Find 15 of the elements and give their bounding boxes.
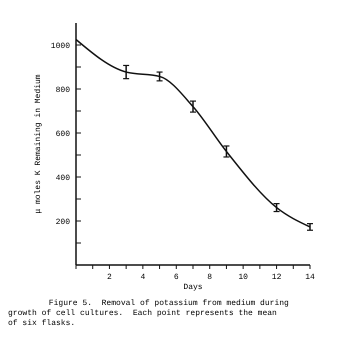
x-tick-label: 14 <box>305 273 315 282</box>
x-tick-label: 8 <box>207 273 212 282</box>
x-tick-label: 6 <box>174 273 179 282</box>
x-tick-label: 12 <box>272 273 282 282</box>
caption: Figure 5. Removal of potassium from medium during growth of cell cultures. Each point represents the mean of six flasks. <box>8 299 290 328</box>
x-tick-label: 10 <box>238 273 248 282</box>
y-tick-label: 200 <box>56 218 70 227</box>
y-tick-label: 400 <box>56 174 70 183</box>
y-tick-label: 600 <box>56 130 70 139</box>
y-axis-title: μ moles K Remaining in Medium <box>34 74 43 214</box>
x-tick-label: 2 <box>107 273 112 282</box>
y-tick-label: 1000 <box>50 42 70 51</box>
x-tick-label: 4 <box>140 273 146 282</box>
x-axis-title: Days <box>183 283 203 292</box>
y-tick-label: 800 <box>56 86 70 95</box>
